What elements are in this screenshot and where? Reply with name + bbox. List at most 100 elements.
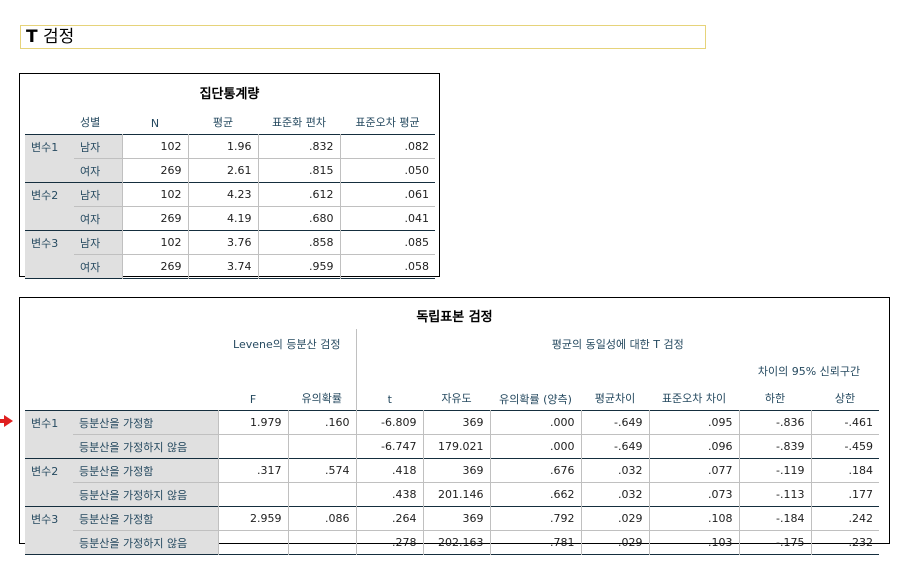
cell-df: 369 xyxy=(422,506,490,531)
row-variable: 변수3 xyxy=(25,230,74,255)
table-row: 변수1 남자 102 1.96.832.082 xyxy=(25,134,435,159)
cell-t: .418 xyxy=(355,458,423,483)
table-row: 변수3 남자 102 3.76.858.085 xyxy=(25,230,435,255)
row-sex: 남자 xyxy=(74,230,122,255)
cell-sd: .832 xyxy=(257,134,340,159)
cell-n: 102 xyxy=(121,134,188,159)
header-lower: 하한 xyxy=(764,392,786,405)
header-n: N xyxy=(150,117,160,130)
row-variable: 변수2 xyxy=(25,182,74,207)
cell-lower: -.184 xyxy=(738,506,811,531)
row-assumption: 등분산을 가정함 xyxy=(73,458,218,483)
cell-sig xyxy=(287,530,356,555)
cell-mean: 1.96 xyxy=(187,134,258,159)
header-blank xyxy=(25,107,74,135)
current-row-arrow-icon xyxy=(0,415,13,427)
cell-lower: -.113 xyxy=(738,482,811,507)
cell-t: -6.747 xyxy=(355,434,423,459)
cell-f xyxy=(217,482,288,507)
cell-sig: .574 xyxy=(287,458,356,483)
cell-upper: .177 xyxy=(810,482,879,507)
cell-df: 201.146 xyxy=(422,482,490,507)
cell-n: 102 xyxy=(121,182,188,207)
cell-df: 202.163 xyxy=(422,530,490,555)
cell-f: 1.979 xyxy=(217,410,288,435)
cell-sd: .959 xyxy=(257,254,340,279)
table-row: 변수2 남자 102 4.23.612.061 xyxy=(25,182,435,207)
cell-lower: -.119 xyxy=(738,458,811,483)
row-sex: 여자 xyxy=(74,158,122,183)
row-variable: 변수2 xyxy=(25,458,73,483)
cell-upper: .184 xyxy=(810,458,879,483)
group-statistics-table: 성별 N 평균 표준화 편차 표준오차 평균 변수1 남자 102 1.96.832.… xyxy=(25,107,435,279)
cell-mean: 4.23 xyxy=(187,182,258,207)
cell-p: .781 xyxy=(489,530,581,555)
cell-sd: .815 xyxy=(257,158,340,183)
cell-se: .061 xyxy=(339,182,435,207)
cell-n: 269 xyxy=(121,158,188,183)
ttest-header: 평균의 동일성에 대한 T 검정 xyxy=(355,329,879,356)
table-row: 여자 269 3.74.959.058 xyxy=(25,254,435,279)
cell-lower: -.175 xyxy=(738,530,811,555)
cell-sed: .103 xyxy=(648,530,739,555)
row-assumption: 등분산을 가정하지 않음 xyxy=(73,434,218,459)
cell-sig: .086 xyxy=(287,506,356,531)
cell-df: 179.021 xyxy=(422,434,490,459)
cell-sed: .073 xyxy=(648,482,739,507)
table-row: 여자 269 4.19.680.041 xyxy=(25,206,435,231)
cell-sig xyxy=(287,434,356,459)
header-md: 평균차이 xyxy=(594,392,636,405)
row-sex: 여자 xyxy=(74,206,122,231)
table-row: 변수3 등분산을 가정함 2.959.086.264 369.792.029.108-… xyxy=(25,506,879,531)
header-mean: 평균 xyxy=(212,116,234,129)
cell-p: .792 xyxy=(489,506,581,531)
cell-se: .085 xyxy=(339,230,435,255)
cell-t: .278 xyxy=(355,530,423,555)
cell-sd: .680 xyxy=(257,206,340,231)
table-row: 등분산을 가정하지 않음 .278 202.163.781.029.103 -.175… xyxy=(25,530,879,555)
row-variable: 변수1 xyxy=(25,134,74,159)
independent-samples-test-table: Levene의 등분산 검정 평균의 동일성에 대한 T 검정 차이의 95% … xyxy=(25,329,879,555)
header-se: 표준오차 평균 xyxy=(355,116,420,129)
cell-n: 269 xyxy=(121,206,188,231)
cell-upper: .242 xyxy=(810,506,879,531)
group-statistics-table-frame: 집단통계량 성별 N 평균 표준화 편차 표준오차 평균 변수1 남자 102 1.9… xyxy=(19,73,440,279)
cell-se: .058 xyxy=(339,254,435,279)
table-row: 변수2 등분산을 가정함 .317.574.418 369.676.032.077 -.… xyxy=(25,458,879,483)
header-sig: 유의확률 xyxy=(301,392,342,405)
group-statistics-caption: 집단통계량 xyxy=(199,87,260,102)
row-assumption: 등분산을 가정하지 않음 xyxy=(73,482,218,507)
ci-header: 차이의 95% 신뢰구간 xyxy=(757,365,861,378)
row-variable: 변수1 xyxy=(25,410,73,435)
row-assumption: 등분산을 가정함 xyxy=(73,506,218,531)
cell-p: .000 xyxy=(489,434,581,459)
cell-p: .676 xyxy=(489,458,581,483)
row-assumption: 등분산을 가정함 xyxy=(73,410,218,435)
cell-p: .662 xyxy=(489,482,581,507)
header-upper: 상한 xyxy=(834,392,856,405)
cell-mean: 3.76 xyxy=(187,230,258,255)
header-p: 유의확률 (양측) xyxy=(499,393,572,406)
cell-t: .264 xyxy=(355,506,423,531)
row-variable: 변수3 xyxy=(25,506,73,531)
cell-md: .029 xyxy=(580,530,649,555)
cell-sd: .858 xyxy=(257,230,340,255)
cell-lower: -.839 xyxy=(738,434,811,459)
independent-samples-test-table-frame: 독립표본 검정 Levene의 등분산 검정 평균의 동일성에 대한 T 검정 … xyxy=(19,297,890,555)
cell-df: 369 xyxy=(422,458,490,483)
levene-header: Levene의 등분산 검정 xyxy=(233,338,341,351)
row-variable xyxy=(25,434,73,459)
cell-se: .041 xyxy=(339,206,435,231)
table-row: 등분산을 가정하지 않음 .438 201.146.662.032.073 -.113… xyxy=(25,482,879,507)
cell-sed: .077 xyxy=(648,458,739,483)
cell-sed: .096 xyxy=(648,434,739,459)
cell-sed: .108 xyxy=(648,506,739,531)
cell-t: -6.809 xyxy=(355,410,423,435)
row-variable xyxy=(25,158,74,183)
cell-df: 369 xyxy=(422,410,490,435)
cell-md: -.649 xyxy=(580,434,649,459)
header-sed: 표준오차 차이 xyxy=(661,392,727,405)
row-variable xyxy=(25,530,73,555)
cell-md: .032 xyxy=(580,482,649,507)
independent-test-caption: 독립표본 검정 xyxy=(416,310,493,325)
